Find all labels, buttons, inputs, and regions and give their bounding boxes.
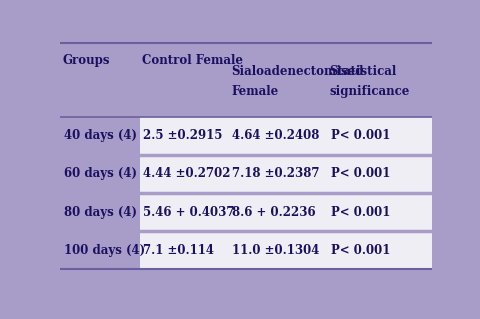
Bar [60,231,140,269]
Text: 2.5 ±0.2915: 2.5 ±0.2915 [143,130,222,142]
Bar [140,155,432,193]
Bar [140,231,432,269]
Text: P< 0.001: P< 0.001 [331,167,390,181]
Text: 80 days (4): 80 days (4) [64,205,137,219]
Text: 4.64 ±0.2408: 4.64 ±0.2408 [232,130,320,142]
Text: Groups: Groups [62,54,110,67]
Bar [60,117,140,155]
Text: Statistical: Statistical [330,65,397,78]
Text: significance: significance [330,85,410,99]
Text: Female: Female [231,85,278,99]
Text: Sialoadenectomised: Sialoadenectomised [231,65,364,78]
Text: 5.46 + 0.4037: 5.46 + 0.4037 [143,205,234,219]
Text: 7.18 ±0.2387: 7.18 ±0.2387 [232,167,320,181]
Bar [140,117,432,155]
Text: P< 0.001: P< 0.001 [331,130,390,142]
Text: 8.6 + 0.2236: 8.6 + 0.2236 [232,205,316,219]
Text: P< 0.001: P< 0.001 [331,205,390,219]
Text: 7.1 ±0.114: 7.1 ±0.114 [143,244,214,257]
Text: Control Female: Control Female [142,54,243,67]
Text: 100 days (4): 100 days (4) [64,244,145,257]
Bar [60,193,140,231]
Text: 11.0 ±0.1304: 11.0 ±0.1304 [232,244,320,257]
Text: 4.44 ±0.2702: 4.44 ±0.2702 [143,167,230,181]
Text: 40 days (4): 40 days (4) [64,130,137,142]
Text: P< 0.001: P< 0.001 [331,244,390,257]
Bar [140,193,432,231]
Text: 60 days (4): 60 days (4) [64,167,137,181]
Bar [60,155,140,193]
Bar [60,43,432,117]
